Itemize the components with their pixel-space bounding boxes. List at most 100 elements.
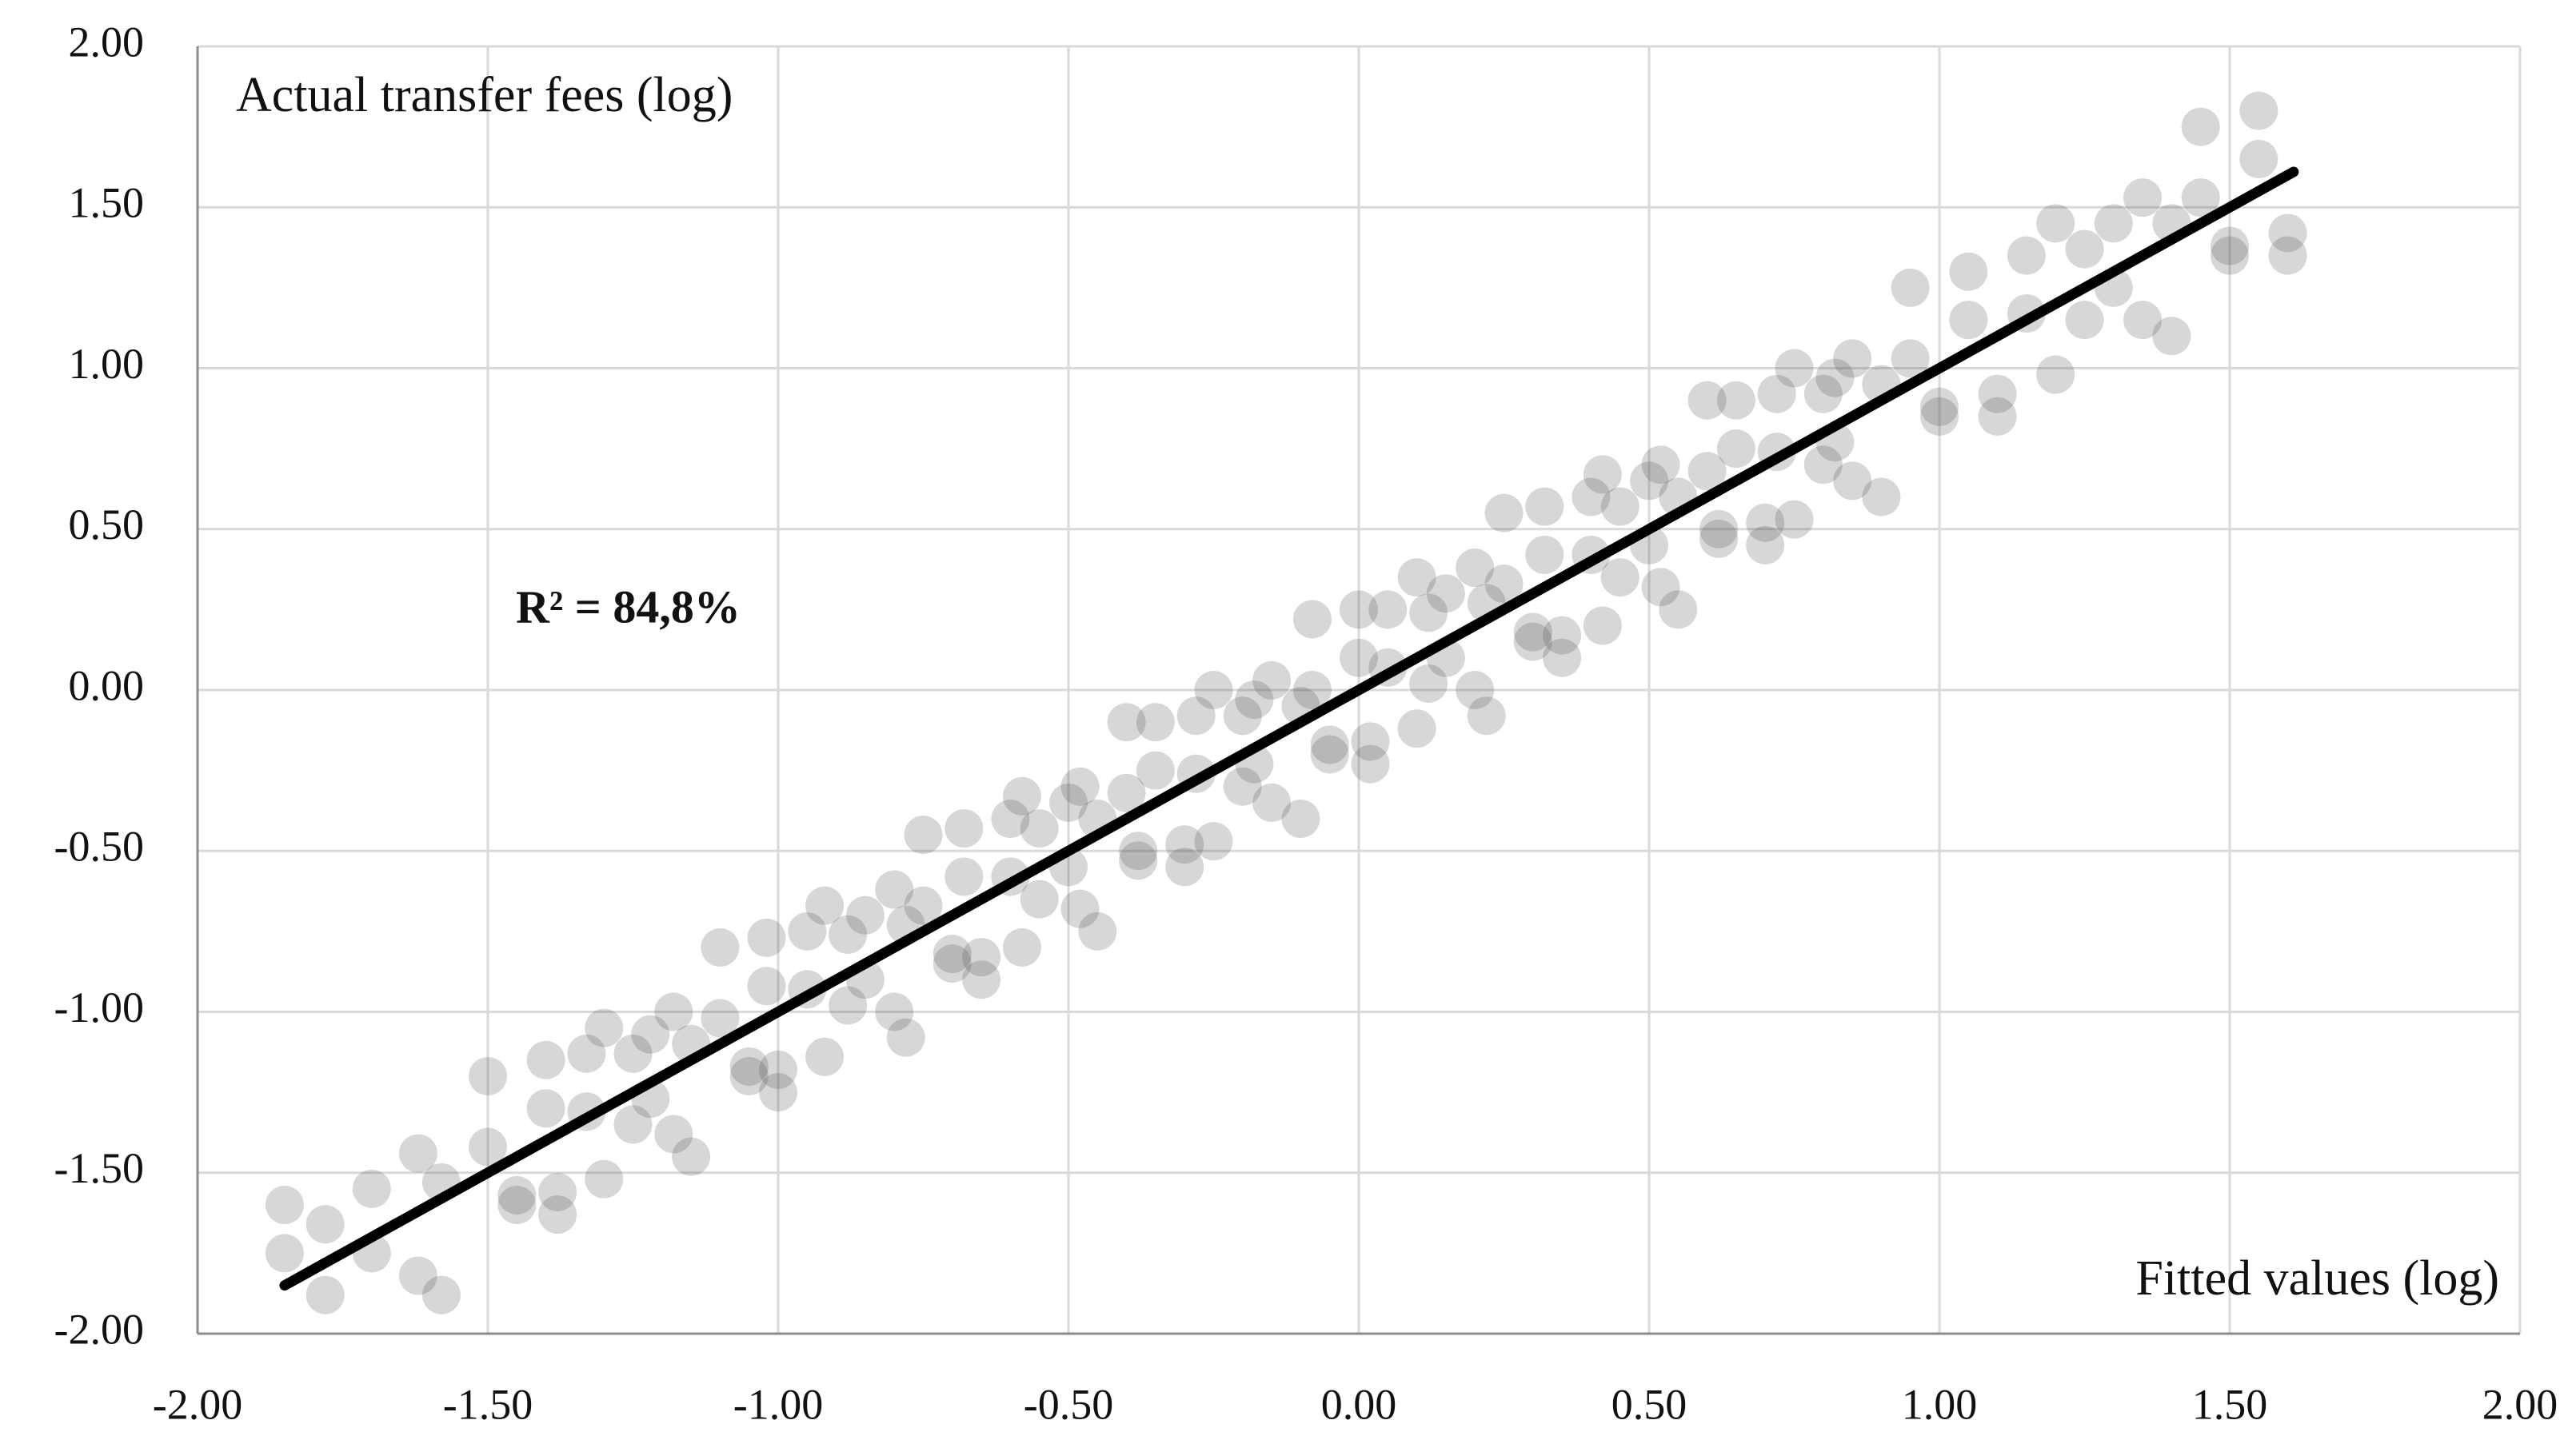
point — [886, 1018, 925, 1057]
point — [1397, 558, 1436, 597]
point — [265, 1186, 304, 1224]
point — [1641, 445, 1680, 485]
point — [805, 886, 845, 925]
point — [1107, 703, 1146, 742]
point — [613, 1034, 653, 1073]
point — [1815, 358, 1855, 397]
point — [1978, 397, 2017, 436]
y-tick-label: -0.50 — [54, 823, 144, 871]
point — [1746, 525, 1785, 564]
point — [2094, 204, 2133, 243]
point — [469, 1057, 507, 1095]
point — [788, 911, 827, 951]
x-tick-label: 0.50 — [1611, 1380, 1687, 1428]
point — [747, 967, 786, 1006]
point — [904, 886, 943, 925]
x-tick-label: -1.00 — [733, 1380, 823, 1428]
point — [1583, 455, 1622, 494]
point — [1310, 725, 1349, 764]
point — [1292, 600, 1332, 639]
point — [2065, 301, 2104, 340]
point — [1252, 783, 1292, 822]
point — [1235, 680, 1274, 720]
y-tick-label: -2.00 — [54, 1305, 144, 1353]
point — [526, 1089, 565, 1128]
x-axis-label: Fitted values (log) — [2135, 1251, 2499, 1306]
point — [613, 1105, 653, 1144]
point — [1920, 387, 1959, 426]
point — [904, 816, 943, 855]
point — [1340, 638, 1378, 677]
point — [2036, 355, 2075, 394]
point — [2239, 139, 2278, 178]
point — [421, 1275, 461, 1314]
point — [497, 1175, 537, 1215]
point — [538, 1172, 577, 1211]
point — [1572, 477, 1611, 517]
point — [567, 1034, 606, 1073]
point — [1513, 622, 1552, 661]
point — [962, 960, 1001, 999]
point — [1165, 848, 1204, 887]
point — [1543, 616, 1582, 655]
point — [1119, 841, 1158, 880]
point — [1775, 349, 1814, 388]
point — [1949, 301, 1988, 340]
point — [1409, 593, 1448, 632]
point — [1060, 889, 1100, 928]
point — [1757, 374, 1796, 413]
point — [1107, 773, 1146, 812]
point — [1020, 809, 1059, 848]
point — [1583, 606, 1622, 645]
point — [1223, 767, 1262, 806]
x-tick-label: -0.50 — [1024, 1380, 1113, 1428]
point — [1862, 477, 1901, 517]
point — [1484, 564, 1524, 604]
point — [1351, 744, 1390, 784]
point — [1543, 638, 1582, 677]
point — [1746, 503, 1785, 542]
annotation: R² = 84,8% — [516, 580, 741, 632]
point — [1002, 776, 1041, 816]
point — [631, 1015, 670, 1054]
point — [497, 1186, 537, 1224]
point — [729, 1047, 769, 1086]
y-tick-label: 1.50 — [69, 179, 145, 227]
point — [1136, 703, 1175, 742]
point — [1687, 381, 1727, 420]
point — [1456, 548, 1495, 588]
point — [805, 1037, 845, 1076]
point — [1716, 429, 1755, 469]
point — [1641, 568, 1680, 607]
point — [1252, 660, 1292, 700]
x-tick-label: 0.00 — [1321, 1380, 1397, 1428]
point — [1409, 664, 1448, 703]
point — [654, 1115, 693, 1154]
point — [729, 1057, 769, 1095]
point — [2123, 178, 2163, 217]
point — [1426, 574, 1465, 613]
point — [1292, 671, 1332, 709]
point — [1340, 590, 1378, 629]
point — [747, 918, 786, 957]
point — [2181, 107, 2220, 146]
point — [829, 915, 868, 954]
point — [672, 1137, 711, 1176]
point — [654, 992, 693, 1031]
x-tick-label: 1.00 — [1902, 1380, 1978, 1428]
point — [585, 1008, 624, 1047]
point — [1803, 374, 1843, 413]
point — [2268, 236, 2307, 275]
point — [1630, 461, 1668, 501]
point — [1833, 339, 1872, 378]
point — [1716, 381, 1755, 420]
point — [875, 992, 914, 1031]
point — [1049, 783, 1088, 822]
point — [933, 935, 972, 974]
point — [1513, 612, 1552, 652]
point — [1803, 445, 1843, 485]
point — [1687, 452, 1727, 491]
point — [829, 986, 868, 1025]
x-tick-label: -2.00 — [153, 1380, 242, 1428]
